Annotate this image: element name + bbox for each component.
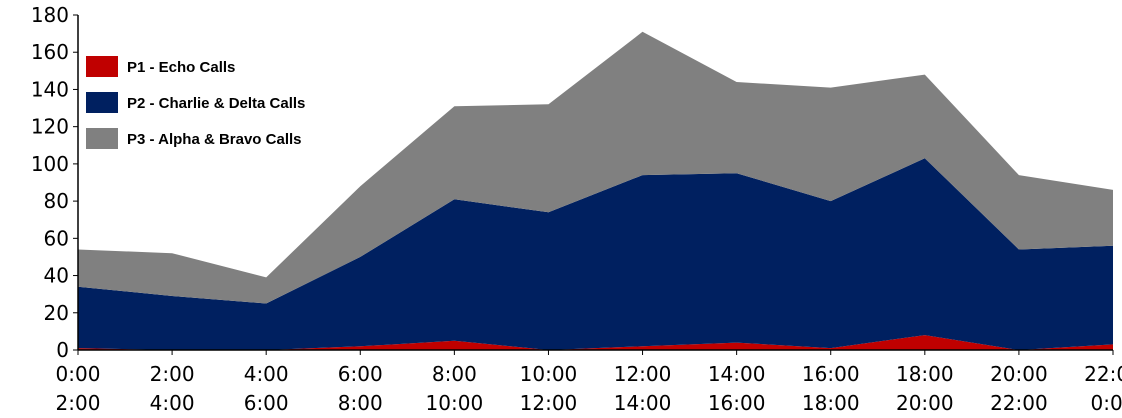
y-tick-label: 120 (31, 115, 69, 139)
x-tick-label-end: 8:00 (338, 391, 383, 415)
x-tick-label-start: 12:00 (614, 362, 672, 386)
x-tick-label-start: 2:00 (150, 362, 195, 386)
x-tick-label-end: 18:00 (802, 391, 860, 415)
x-tick-label-start: 4:00 (244, 362, 289, 386)
x-tick-label-start: 22:00 (1084, 362, 1122, 386)
series-area-3 (78, 31, 1113, 304)
x-tick-label-start: 18:00 (896, 362, 954, 386)
series-area-1 (78, 335, 1113, 350)
y-tick-label: 180 (31, 3, 69, 27)
y-tick-label: 140 (31, 77, 69, 101)
x-tick-label-start: 8:00 (432, 362, 477, 386)
axes: 0 20 40 60 80 100 120 140 160 180 0:00 2:00 2:00 4:00… (31, 3, 1122, 415)
y-tick-label: 80 (44, 189, 69, 213)
y-tick-label: 20 (44, 301, 69, 325)
legend: P1 - Echo Calls P2 - Charlie & Delta Call… (86, 56, 305, 149)
x-tick-label-end: 2:00 (56, 391, 101, 415)
series-area-2 (78, 158, 1113, 350)
x-tick-label-end: 16:00 (708, 391, 766, 415)
legend-label-2: P2 - Charlie & Delta Calls (127, 95, 305, 112)
legend-label-3: P3 - Alpha & Bravo Calls (127, 131, 302, 148)
legend-swatch-1 (86, 56, 118, 77)
x-tick-label-start: 10:00 (520, 362, 578, 386)
series-areas (78, 31, 1113, 350)
x-tick-label-end: 14:00 (614, 391, 672, 415)
x-tick-label-start: 20:00 (990, 362, 1048, 386)
y-tick-label: 100 (31, 152, 69, 176)
legend-swatch-2 (86, 92, 118, 113)
x-tick-label-end: 12:00 (520, 391, 578, 415)
x-tick-label-end: 10:00 (426, 391, 484, 415)
x-tick-label-start: 14:00 (708, 362, 766, 386)
x-tick-label-start: 0:00 (56, 362, 101, 386)
x-tick-label-start: 16:00 (802, 362, 860, 386)
x-tick-label-end: 20:00 (896, 391, 954, 415)
x-tick-label-start: 6:00 (338, 362, 383, 386)
legend-swatch-3 (86, 128, 118, 149)
y-tick-label: 0 (56, 338, 69, 362)
y-tick-label: 60 (44, 226, 69, 250)
y-tick-label: 160 (31, 40, 69, 64)
x-tick-label-end: 0:00 (1091, 391, 1122, 415)
y-tick-label: 40 (44, 264, 69, 288)
x-tick-label-end: 6:00 (244, 391, 289, 415)
legend-label-1: P1 - Echo Calls (127, 59, 235, 76)
x-tick-label-end: 4:00 (150, 391, 195, 415)
x-tick-label-end: 22:00 (990, 391, 1048, 415)
